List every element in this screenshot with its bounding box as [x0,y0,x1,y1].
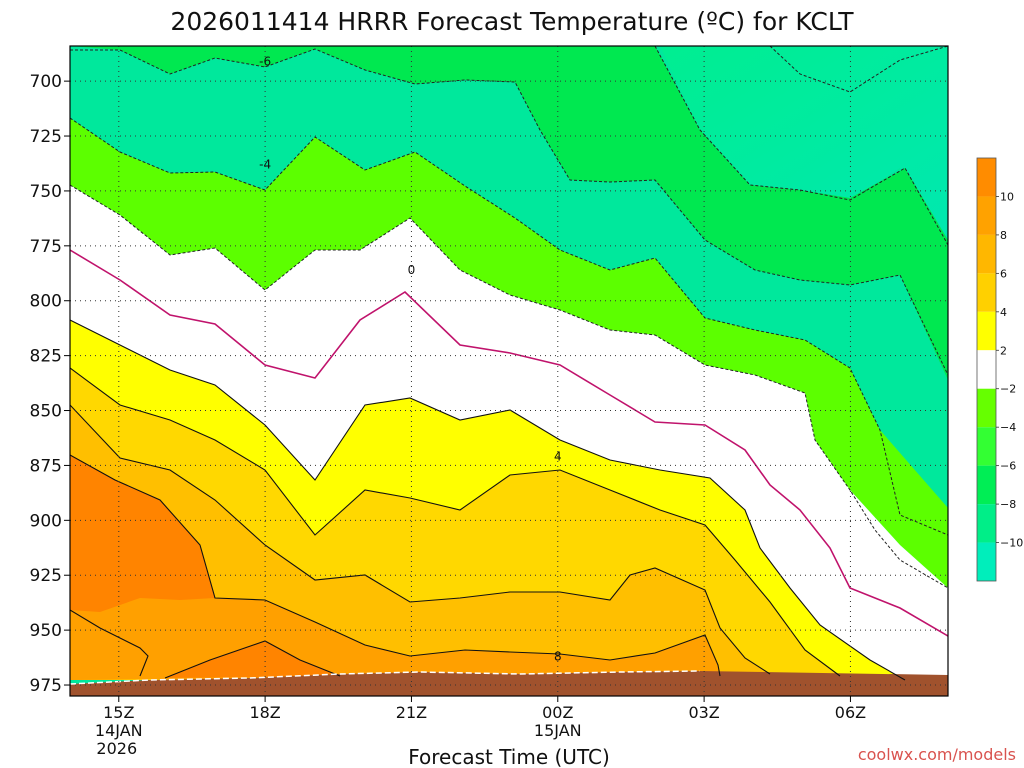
colorbar-label: −6 [1000,460,1016,473]
y-tick-label: 850 [30,402,62,422]
isotherm-m8b [769,46,948,93]
contour-label: 0 [408,263,416,277]
colorbar-label: −2 [1000,383,1016,396]
x-tick-label: 03Z [688,703,719,722]
colorbar-swatch [977,273,996,312]
colorbar-frame [976,157,997,582]
colorbar: 10 8 6 4 2 −2 −4 −6 −8 −10 [976,157,1023,582]
x-tick-label: 00Z [542,703,573,722]
x-tick-label: 21Z [396,703,427,722]
fill-gt-10 [70,455,215,612]
contour-fills [70,46,948,696]
y-tick-label: 975 [30,676,62,696]
isotherm-m4 [70,117,948,536]
y-tick-label: 950 [30,621,62,641]
y-tick-label: 750 [30,182,62,202]
contour-label: 4 [554,450,562,464]
isotherm-8 [70,454,721,677]
y-tick-label: 825 [30,347,62,367]
y-tick-label: 875 [30,456,62,476]
y-tick-label: 725 [30,127,62,147]
colorbar-label: 4 [1000,306,1007,319]
y-tick-label: 700 [30,72,62,92]
fill-8-10-b [70,610,148,680]
colorbar-swatch [977,350,996,389]
colorbar-swatch [977,158,996,197]
ground-line [70,670,701,685]
colorbar-swatch [977,542,996,581]
colorbar-label: −8 [1000,498,1016,511]
y-tick-label: 925 [30,566,62,586]
contour-lines [70,46,948,685]
isotherm-6 [70,404,771,675]
fill-m4-m2 [70,118,948,588]
fill-gt-10-b [165,641,340,678]
colorbar-swatch [977,465,996,505]
isotherm-0 [70,249,948,637]
contour-label: 8 [554,649,562,663]
x-tick-sublabel: 15JAN [534,721,582,740]
colorbar-label: −4 [1000,421,1016,434]
colorbar-swatch [977,427,996,466]
isotherm-m8 [654,46,948,246]
x-tick-label: 15Z [103,703,134,722]
contour-label: -4 [259,158,271,172]
colorbar-label: 8 [1000,229,1007,242]
colorbar-label: 2 [1000,344,1007,357]
isotherm-4 [70,367,841,677]
credit-text: coolwx.com/models [858,745,1016,764]
colorbar-label: 10 [1000,190,1014,203]
plot-frame [69,45,949,697]
colorbar-swatch [977,504,996,543]
x-tick-label: 18Z [249,703,280,722]
isotherm-m6 [70,48,948,376]
x-tick-sublabel: 14JAN [95,721,143,740]
isotherm-2 [70,319,906,681]
y-tick-label: 900 [30,511,62,531]
y-axis: 700 725 750 775 800 825 850 875 900 925 950 975 [30,72,70,696]
fill-m8-m6 [640,46,948,240]
isotherm-m2 [70,184,948,589]
colorbar-label: −10 [1000,537,1023,550]
colorbar-swatch [977,196,996,235]
y-tick-label: 800 [30,292,62,312]
colorbar-swatch [977,388,996,428]
chart-title: 2026011414 HRRR Forecast Temperature (ºC… [170,7,854,36]
colorbar-label: 6 [1000,267,1007,280]
fill-m2-2 [70,185,948,680]
contour-labels: -6 -4 0 4 8 [259,54,562,663]
contour-label: -6 [259,54,271,68]
isotherm-10 [70,609,149,677]
grid [70,46,948,696]
fill-m6-m4 [70,46,948,380]
y-tick-label: 775 [30,237,62,257]
ground [70,671,948,696]
x-tick-label: 06Z [835,703,866,722]
x-tick-year: 2026 [96,739,137,758]
colorbar-swatch [977,234,996,274]
colorbar-swatch [977,311,996,351]
fill-8-10 [70,455,720,680]
x-axis-label: Forecast Time (UTC) [408,745,610,768]
